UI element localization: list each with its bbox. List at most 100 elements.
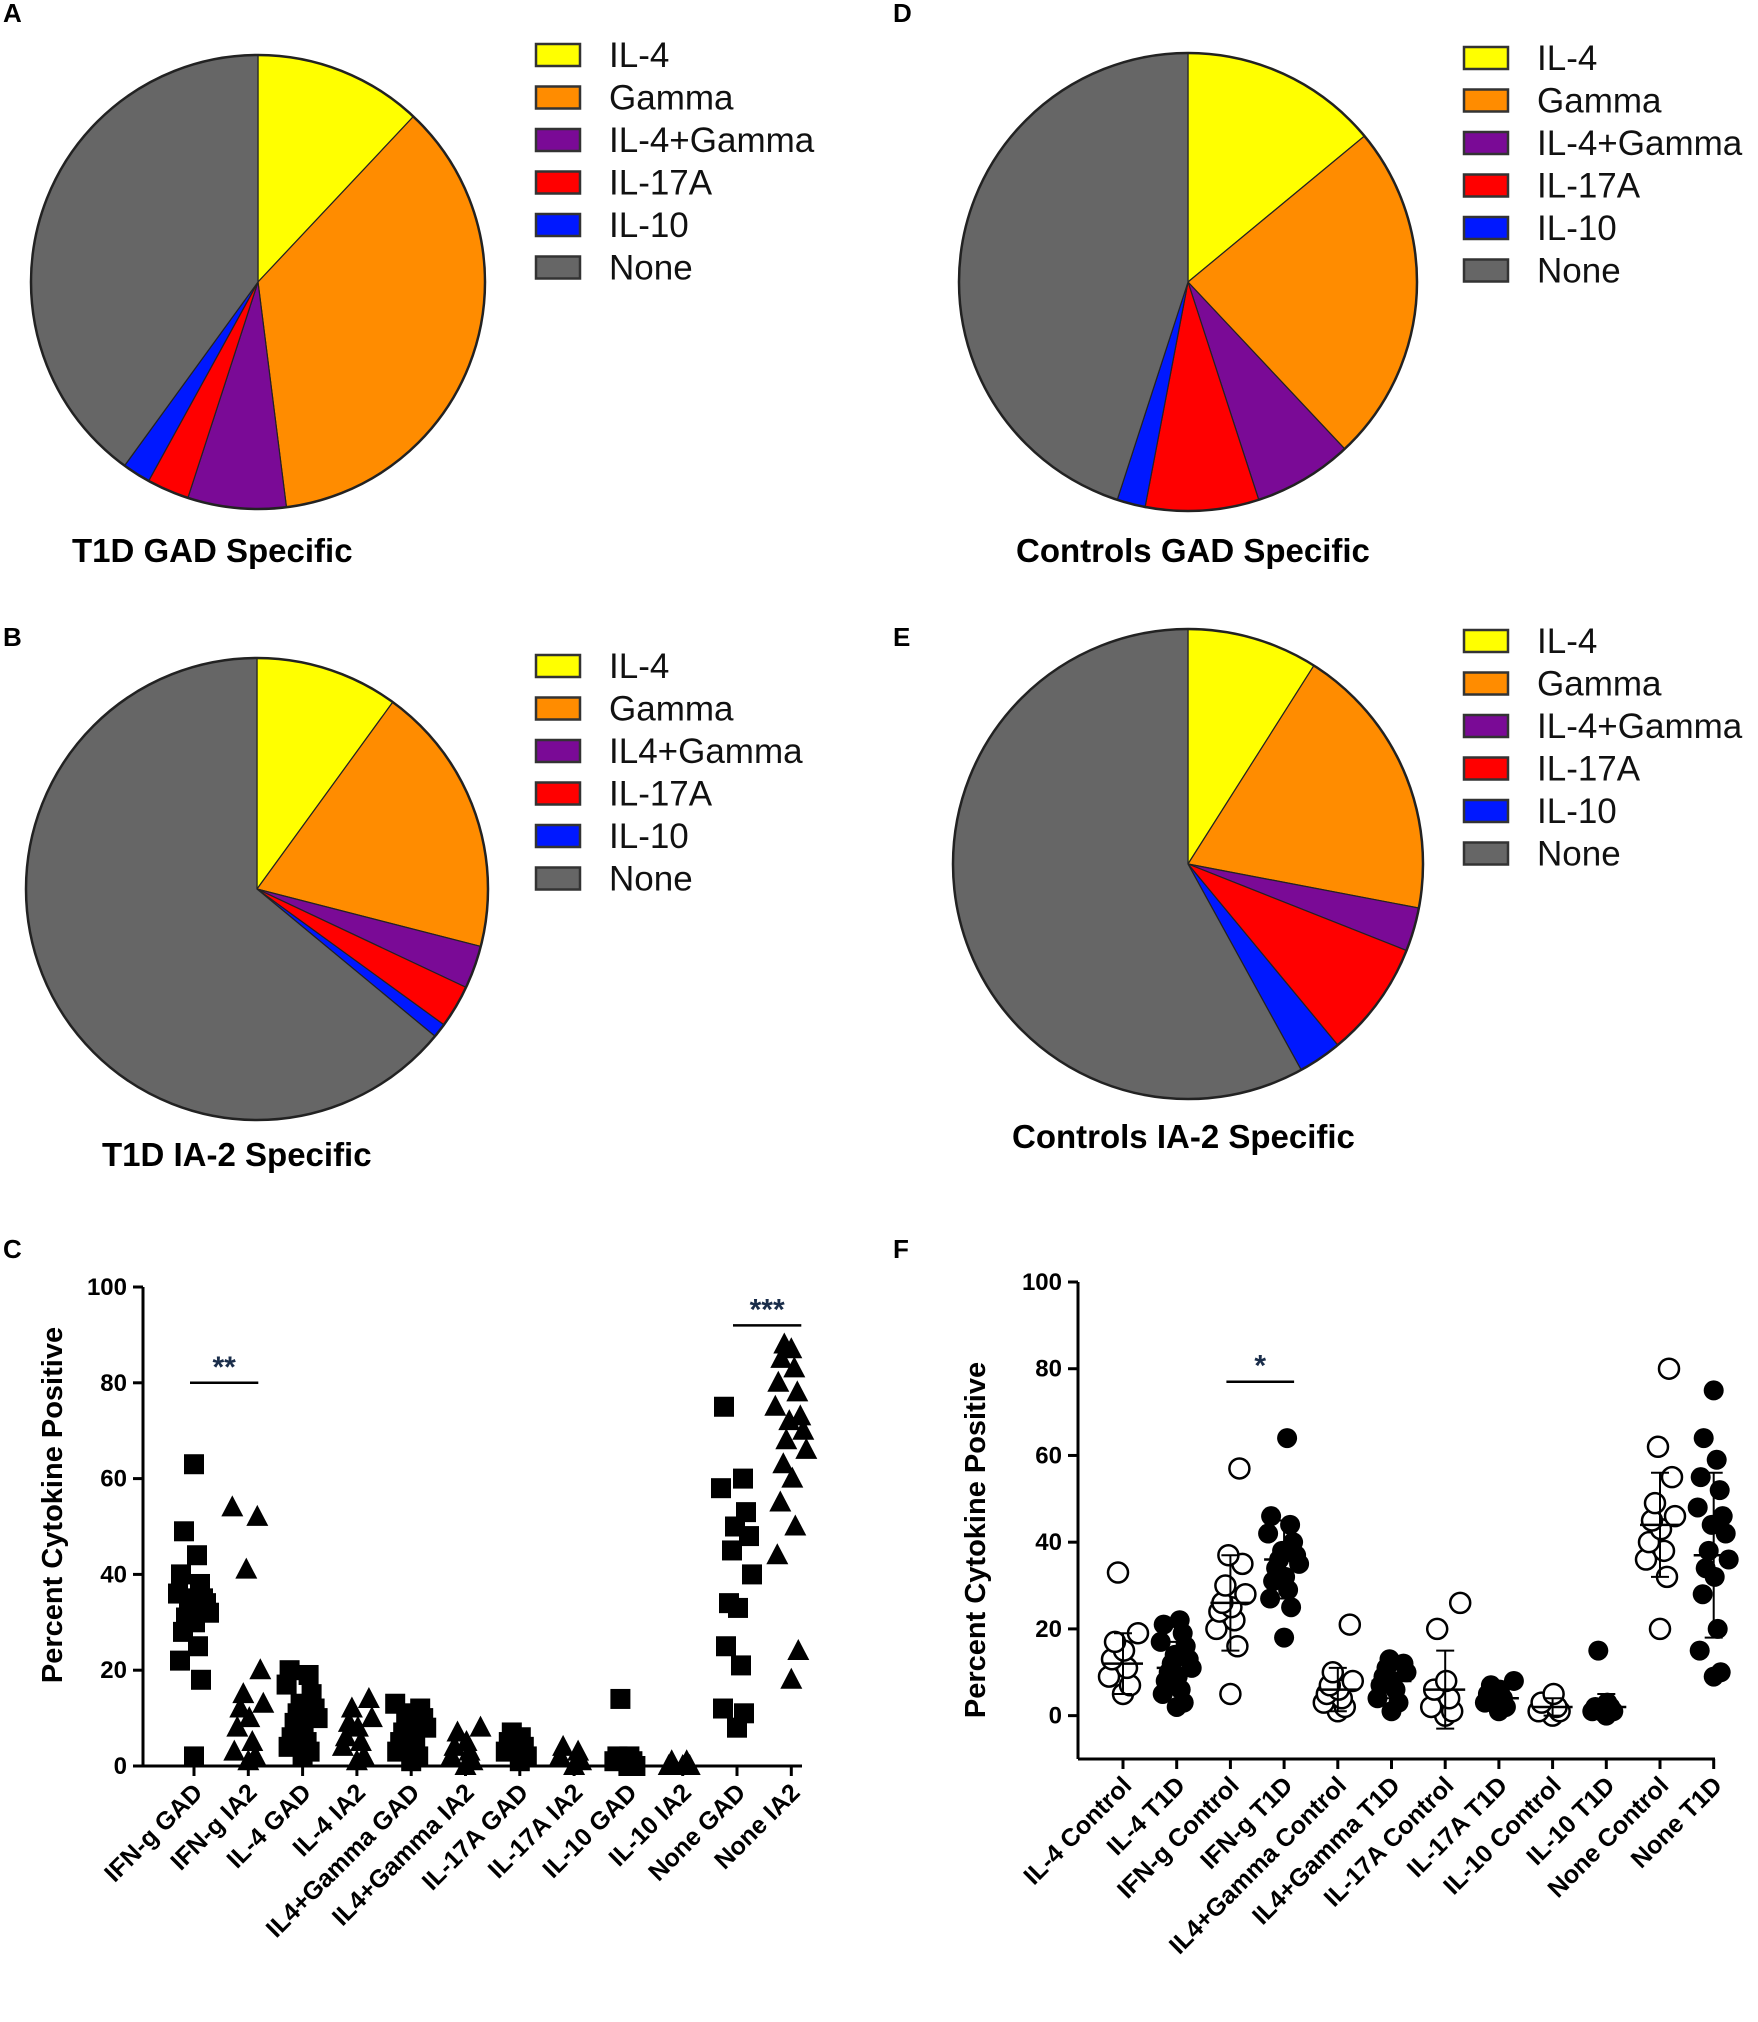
point-f-ifn-g-t1d-11 [1283, 1532, 1304, 1553]
legend-swatch-b-gamma [534, 696, 582, 721]
point-f-none-t1d-16 [1693, 1428, 1714, 1449]
y-tick-label-f-20: 20 [1035, 1616, 1062, 1643]
point-f-none-t1d-15 [1706, 1449, 1727, 1470]
point-f-ifn-g-t1d-0 [1274, 1627, 1295, 1648]
point-c-ifn-g-gad-13 [190, 1573, 210, 1594]
panel-letter-a: A [3, 0, 22, 28]
point-f-ifn-g-t1d-2 [1260, 1588, 1281, 1609]
y-axis-title-c: Percent Cytokine Positive [37, 1327, 69, 1683]
point-f-il4-gamma-t1d-10 [1379, 1649, 1400, 1670]
point-c-ifn-g-ia2-9 [249, 1658, 272, 1680]
y-tick-label-c-80: 80 [100, 1370, 127, 1397]
point-f-none-t1d-8 [1698, 1540, 1719, 1561]
point-c-il4-gamma-gad-12 [385, 1693, 406, 1714]
point-c-none-gad-12 [711, 1478, 731, 1499]
point-c-none-ia2-5 [781, 1466, 804, 1488]
point-c-il-4-ia2-1 [352, 1744, 375, 1766]
point-f-ifn-g-t1d-1 [1281, 1597, 1302, 1618]
legend-swatch-d-il-10 [1462, 215, 1510, 241]
point-c-ifn-g-ia2-2 [223, 1739, 246, 1761]
y-axis-title-f: Percent Cytokine Positive [960, 1362, 992, 1718]
point-f-ifn-g-t1d-14 [1261, 1506, 1282, 1527]
pie-title-e: Controls IA-2 Specific [1012, 1118, 1355, 1155]
point-c-il4-gamma-ia2-7 [469, 1715, 492, 1737]
legend-label-a-il-17a: IL-17A [609, 164, 713, 203]
legend-swatch-b-il-17a [534, 781, 582, 806]
panel-letter-e: E [893, 622, 910, 652]
point-f-none-control-7 [1663, 1504, 1687, 1528]
point-c-none-gad-1 [734, 1703, 754, 1724]
y-tick-label-c-40: 40 [100, 1561, 127, 1588]
panel-letter-b: B [3, 622, 22, 652]
y-tick-label-f-80: 80 [1035, 1356, 1062, 1383]
point-c-il4-gamma-ia2-6 [446, 1720, 469, 1742]
pie-title-a: T1D GAD Specific [72, 532, 353, 569]
point-f-none-t1d-12 [1687, 1497, 1708, 1518]
y-tick-label-f-60: 60 [1035, 1442, 1062, 1469]
point-c-il-4-ia2-7 [360, 1706, 383, 1728]
point-c-none-ia2-0 [780, 1667, 803, 1689]
point-c-il-4-ia2-9 [357, 1686, 380, 1708]
point-c-ifn-g-ia2-11 [246, 1504, 269, 1526]
y-tick-label-f-0: 0 [1049, 1703, 1062, 1730]
point-c-il4-gamma-gad-11 [410, 1698, 431, 1719]
point-c-il-4-gad-11 [301, 1684, 322, 1705]
point-c-il-17a-gad-6 [501, 1722, 522, 1743]
point-f-none-t1d-14 [1690, 1467, 1711, 1488]
point-c-none-ia2-11 [789, 1404, 812, 1426]
point-c-ifn-g-ia2-8 [232, 1682, 255, 1704]
legend-label-e-none: None [1537, 835, 1621, 874]
legend-label-e-il-4: IL-4 [1537, 622, 1597, 661]
legend-label-d-gamma: Gamma [1537, 82, 1662, 121]
significance-label-c-0: ** [212, 1351, 236, 1384]
point-c-none-gad-7 [742, 1564, 762, 1585]
point-c-ifn-g-gad-17 [184, 1454, 204, 1475]
legend-swatch-a-il-17a [534, 170, 582, 195]
point-c-none-ia2-14 [767, 1370, 790, 1392]
point-c-ifn-g-gad-1 [191, 1669, 211, 1690]
point-f-none-t1d-2 [1689, 1640, 1710, 1661]
point-c-none-gad-2 [713, 1698, 733, 1719]
pie-a-outline [29, 53, 487, 511]
point-c-ifn-g-gad-2 [170, 1650, 190, 1671]
point-f-il-4-t1d-14 [1153, 1614, 1174, 1635]
point-f-none-control-10 [1646, 1435, 1670, 1459]
point-c-none-gad-3 [731, 1655, 751, 1676]
y-tick-label-f-100: 100 [1022, 1269, 1062, 1296]
point-c-il-4-gad-14 [279, 1660, 300, 1681]
point-c-il-4-gad-13 [298, 1664, 319, 1685]
point-c-none-ia2-15 [783, 1356, 806, 1378]
legend-swatch-a-none [534, 255, 582, 280]
y-tick-label-c-20: 20 [100, 1657, 127, 1684]
point-f-none-t1d-11 [1712, 1506, 1733, 1527]
point-c-none-ia2-13 [786, 1380, 809, 1402]
legend-label-e-il-4-gamma: IL-4+Gamma [1537, 707, 1743, 746]
panel-letter-c: C [3, 1234, 22, 1264]
point-f-none-control-8 [1643, 1491, 1667, 1515]
y-tick-label-f-40: 40 [1035, 1529, 1062, 1556]
legend-label-b-none: None [609, 860, 693, 899]
point-f-none-t1d-7 [1718, 1549, 1739, 1570]
point-c-none-gad-8 [722, 1540, 742, 1561]
legend-swatch-b-il4-gamma [534, 738, 582, 764]
legend-swatch-e-il-17a [1462, 756, 1510, 781]
point-c-none-ia2-9 [792, 1418, 815, 1440]
y-tick-label-c-0: 0 [114, 1753, 127, 1780]
legend-swatch-e-il-4 [1462, 628, 1510, 654]
y-tick-label-c-60: 60 [100, 1466, 127, 1493]
panel-letter-f: F [893, 1234, 909, 1264]
point-f-il4-gamma-control-7 [1341, 1669, 1365, 1693]
point-f-ifn-g-control-0 [1219, 1682, 1242, 1706]
point-f-il4-gamma-control-9 [1338, 1613, 1362, 1636]
panel-letter-d: D [893, 0, 912, 28]
point-c-ifn-g-ia2-4 [226, 1715, 249, 1737]
point-c-none-gad-11 [736, 1502, 756, 1523]
point-f-ifn-g-control-7 [1234, 1582, 1257, 1606]
pie-title-b: T1D IA-2 Specific [102, 1136, 372, 1173]
legend-label-b-il-10: IL-10 [609, 817, 689, 856]
point-f-none-control-9 [1660, 1465, 1684, 1489]
point-f-ifn-g-t1d-12 [1258, 1523, 1279, 1544]
legend-swatch-b-none [534, 866, 582, 891]
